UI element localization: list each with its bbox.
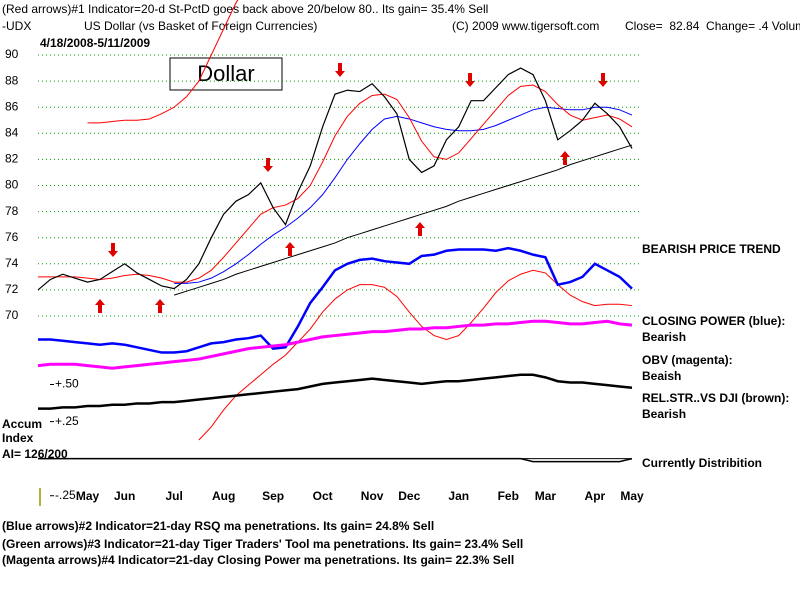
chart-label: Dollar <box>197 61 254 86</box>
x-tick-label: Jun <box>114 489 135 503</box>
series-line <box>38 246 633 354</box>
y2-tick-label: +.25 <box>55 414 79 428</box>
y-tick-label: 88 <box>5 73 19 87</box>
quote: Close= 82.84 Change= .4 Volume= <box>625 19 800 33</box>
up-arrow <box>415 222 425 236</box>
series-line <box>37 319 633 370</box>
series-line <box>198 269 633 441</box>
y-tick-label: 82 <box>5 152 19 166</box>
label-box <box>169 57 283 91</box>
x-tick-label: Jul <box>165 489 182 503</box>
signal-arrows <box>95 63 608 313</box>
down-arrow <box>598 73 608 87</box>
series-line <box>174 106 633 284</box>
series-line <box>38 373 633 410</box>
x-tick-label: Jan <box>448 489 469 503</box>
y-tick-label: 80 <box>5 178 19 192</box>
accum-label: Accum <box>2 417 42 431</box>
x-tick-label: Feb <box>498 489 519 503</box>
y-tick-label: 74 <box>5 256 19 270</box>
series-line <box>38 457 633 463</box>
x-tick-label: Sep <box>262 489 284 503</box>
y-tick-label: 78 <box>5 204 19 218</box>
up-arrow <box>155 299 165 313</box>
annotation: Currently Distribition <box>642 456 762 470</box>
y-tick-label: 76 <box>5 230 19 244</box>
up-arrow <box>560 151 570 165</box>
series-line <box>87 0 239 124</box>
indicator-note: (Magenta arrows)#4 Indicator=21-day Clos… <box>2 553 514 567</box>
signal-note: (Red arrows)#1 Indicator=20-d St-PctD go… <box>2 2 488 16</box>
y2-tick-label: +.50 <box>55 377 79 391</box>
x-tick-label: May <box>620 489 644 503</box>
y2-tick-label: -.25 <box>55 488 76 502</box>
chart-title: US Dollar (vs Basket of Foreign Currenci… <box>84 19 317 33</box>
up-arrow <box>285 242 295 256</box>
x-tick-label: Mar <box>535 489 557 503</box>
y-tick-label: 70 <box>5 308 19 322</box>
series-line <box>37 67 633 291</box>
annotation: Bearish <box>642 407 686 421</box>
accum-label: Index <box>2 431 34 445</box>
annotation: BEARISH PRICE TREND <box>642 242 781 256</box>
x-tick-label: May <box>76 489 100 503</box>
x-tick-label: Aug <box>212 489 235 503</box>
series-line <box>38 84 633 283</box>
down-arrow <box>108 243 118 257</box>
x-tick-label: Apr <box>585 489 606 503</box>
annotation: Beaish <box>642 369 681 383</box>
down-arrow <box>335 63 345 77</box>
y-tick-label: 86 <box>5 99 19 113</box>
accum-label: AI= 126/200 <box>2 447 68 461</box>
indicator-note: (Green arrows)#3 Indicator=21-day Tiger … <box>2 537 523 551</box>
annotation: CLOSING POWER (blue): <box>642 314 785 328</box>
annotation: REL.STR..VS DJI (brown): <box>642 391 789 405</box>
down-arrow <box>465 73 475 87</box>
y-tick-label: 84 <box>5 125 19 139</box>
annotation: OBV (magenta): <box>642 353 733 367</box>
series-line <box>173 144 633 296</box>
x-tick-label: Nov <box>361 489 384 503</box>
up-arrow <box>95 299 105 313</box>
date-range: 4/18/2008-5/11/2009 <box>40 36 150 50</box>
x-tick-label: Oct <box>313 489 333 503</box>
copyright: (C) 2009 www.tigersoft.com <box>452 19 599 33</box>
annotation: Bearish <box>642 330 686 344</box>
symbol: -UDX <box>2 19 31 33</box>
down-arrow <box>263 158 273 172</box>
y-tick-label: 90 <box>5 47 19 61</box>
x-tick-label: Dec <box>398 489 420 503</box>
indicator-note: (Blue arrows)#2 Indicator=21-day RSQ ma … <box>2 519 434 533</box>
y-tick-label: 72 <box>5 282 19 296</box>
